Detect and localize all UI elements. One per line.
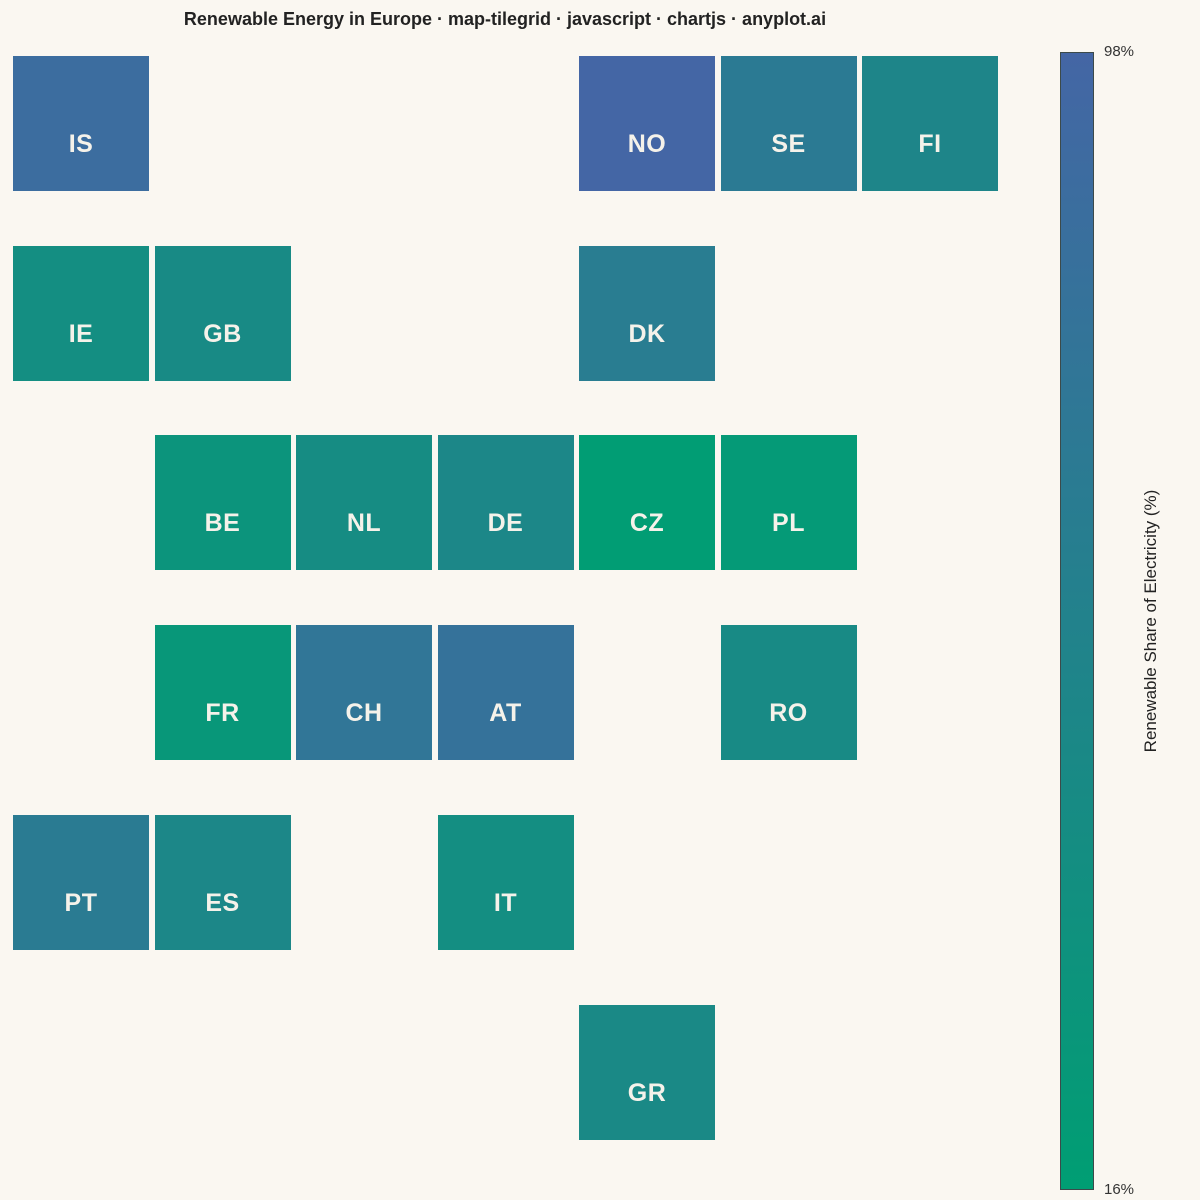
tile-it: IT	[437, 814, 574, 950]
tile-gb: GB	[154, 245, 291, 381]
tile-cz: CZ	[579, 435, 715, 571]
tile-label: CH	[345, 699, 383, 728]
tile-label: IE	[68, 319, 94, 348]
tile-label: FI	[918, 130, 942, 158]
tile-pl: PL	[720, 435, 857, 571]
tile-label: PL	[772, 509, 805, 538]
tile-label: RO	[769, 699, 808, 728]
tile-is: IS	[13, 56, 149, 191]
tile-dk: DK	[579, 245, 715, 381]
tile-label: CZ	[629, 509, 665, 538]
tile-be: BE	[154, 435, 291, 571]
tile-no: NO	[579, 56, 715, 191]
tile-at: AT	[437, 625, 574, 761]
tile-fi: FI	[862, 56, 998, 191]
chart-title: Renewable Energy in Europe · map-tilegri…	[183, 9, 827, 29]
tile-label: AT	[489, 699, 522, 728]
colorbar	[1060, 52, 1094, 1190]
tile-label: IT	[493, 888, 518, 917]
tile-label: ES	[205, 888, 240, 917]
tile-de: DE	[437, 435, 574, 571]
colorbar-max-label: 98%	[1104, 43, 1135, 60]
tile-ro: RO	[720, 625, 857, 761]
tile-label: NL	[346, 509, 382, 538]
tile-label: DK	[628, 319, 666, 348]
tile-label: FR	[205, 699, 240, 728]
tile-label: PT	[64, 888, 98, 917]
tile-pt: PT	[13, 814, 149, 950]
tile-label: GR	[627, 1078, 667, 1107]
tile-es: ES	[154, 814, 291, 950]
tile-fr: FR	[154, 625, 291, 761]
tile-nl: NL	[296, 435, 432, 571]
tile-ie: IE	[13, 245, 149, 381]
tile-label: NO	[627, 130, 667, 158]
colorbar-min-label: 16%	[1104, 1181, 1135, 1198]
tile-se: SE	[720, 56, 857, 191]
tile-label: GB	[203, 319, 242, 348]
tile-label: DE	[487, 509, 524, 538]
tile-label: BE	[204, 509, 241, 538]
tile-label: SE	[771, 130, 806, 158]
tile-ch: CH	[296, 625, 432, 761]
tile-label: IS	[68, 130, 94, 158]
colorbar-title: Renewable Share of Electricity (%)	[1141, 489, 1160, 753]
tile-gr: GR	[579, 1004, 715, 1140]
